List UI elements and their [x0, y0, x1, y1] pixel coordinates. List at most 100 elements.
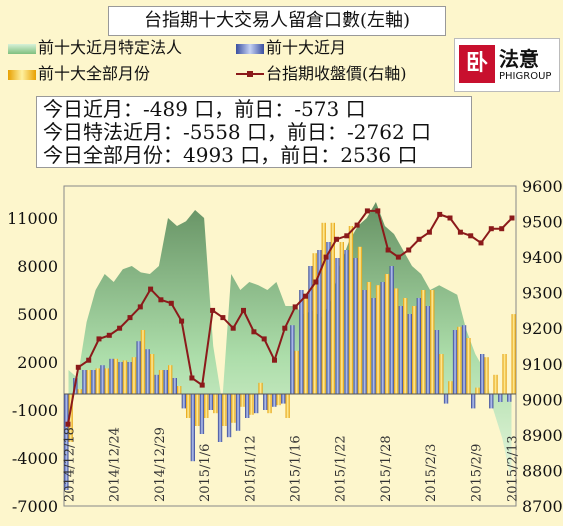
- bar-all: [430, 290, 435, 394]
- x-tick-label: 2015/2/13: [506, 435, 521, 502]
- bar-all: [231, 394, 236, 423]
- bar-near: [371, 298, 376, 394]
- index-point: [158, 297, 164, 303]
- phigroup-logo: 卧 法意 PHIGROUP: [454, 38, 560, 92]
- index-point: [117, 325, 123, 331]
- bar-all: [330, 222, 335, 394]
- index-point: [230, 325, 236, 331]
- index-point: [179, 318, 185, 324]
- bar-all: [77, 389, 82, 394]
- bar-all: [384, 274, 390, 394]
- y-right-tick-label: 8900: [522, 426, 563, 445]
- bar-all: [502, 354, 507, 394]
- bar-near: [434, 330, 440, 394]
- x-tick-label: 2015/1/16: [289, 435, 304, 502]
- bar-near: [245, 394, 250, 418]
- index-point: [127, 315, 133, 321]
- y-right-tick-label: 9500: [522, 213, 563, 232]
- y-left-tick-label: -4000: [12, 449, 58, 468]
- bar-near: [254, 394, 259, 414]
- index-point: [375, 208, 381, 214]
- legend-label-all: 前十大全部月份: [38, 64, 151, 83]
- logo-english: PHIGROUP: [499, 71, 552, 82]
- bar-all: [222, 394, 227, 426]
- bar-near: [308, 266, 313, 394]
- x-tick-label: 2014/12/24: [108, 427, 123, 502]
- bar-all: [195, 394, 200, 426]
- bar-near: [217, 394, 223, 442]
- bar-all: [303, 298, 308, 394]
- index-point: [426, 229, 432, 235]
- bar-near: [362, 290, 367, 394]
- bar-all: [403, 298, 408, 394]
- bar-all: [475, 387, 480, 394]
- index-point: [75, 364, 81, 370]
- y-right-tick-label: 9100: [522, 355, 563, 374]
- index-point: [313, 279, 319, 285]
- x-tick-label: 2014/12/29: [153, 427, 168, 502]
- legend-swatch-all: [8, 70, 36, 80]
- index-point: [96, 336, 102, 342]
- index-point: [106, 332, 112, 338]
- index-point: [478, 240, 484, 246]
- bar-all: [249, 394, 254, 415]
- bar-all: [168, 365, 173, 394]
- bar-all: [86, 370, 91, 394]
- index-point: [220, 315, 226, 321]
- x-tick-label: 2014/12/18: [63, 427, 78, 502]
- bar-near: [461, 325, 467, 394]
- legend-label-inst: 前十大近月特定法人: [38, 38, 183, 57]
- bar-near: [326, 242, 331, 394]
- bar-near: [344, 250, 349, 394]
- info-all-months: 今日全部月份：4993 口，前日：2536 口: [43, 143, 418, 167]
- bar-near: [281, 394, 286, 404]
- legend-swatch-inst: [8, 44, 36, 54]
- bar-all: [375, 285, 381, 394]
- index-point: [168, 300, 174, 306]
- bar-near: [398, 306, 403, 394]
- bar-all: [412, 306, 417, 394]
- index-point: [468, 233, 474, 239]
- bar-near: [208, 394, 214, 410]
- index-point: [148, 286, 154, 292]
- legend-swatch-near: [236, 44, 264, 54]
- bar-near: [317, 250, 322, 394]
- y-right-tick-label: 9400: [522, 248, 563, 267]
- index-point: [416, 236, 422, 242]
- bar-all: [511, 314, 516, 394]
- bar-all: [122, 360, 128, 394]
- bar-all: [204, 394, 209, 418]
- bar-near: [100, 365, 105, 394]
- index-point: [282, 325, 288, 331]
- y-left-tick-label: -1000: [12, 401, 58, 420]
- bar-near: [416, 298, 421, 394]
- index-line: [67, 209, 513, 425]
- bar-near: [299, 290, 304, 394]
- bar-near: [290, 325, 295, 394]
- bar-all: [267, 394, 272, 414]
- index-point: [137, 304, 143, 310]
- bar-near: [145, 349, 150, 394]
- y-left-tick-label: -7000: [12, 497, 58, 516]
- bar-all: [493, 374, 498, 394]
- y-left-tick-label: 11000: [7, 209, 58, 228]
- index-point: [488, 226, 494, 232]
- bar-near: [489, 394, 494, 409]
- bar-all: [177, 386, 182, 394]
- index-point: [354, 222, 360, 228]
- bar-near: [471, 394, 476, 409]
- index-point: [303, 293, 308, 299]
- bar-near: [380, 282, 385, 394]
- index-point: [251, 329, 257, 335]
- bar-near: [226, 394, 232, 438]
- bar-all: [95, 368, 100, 394]
- bar-all: [294, 350, 299, 394]
- bar-all: [348, 226, 354, 394]
- bar-near: [73, 378, 78, 394]
- bar-all: [439, 354, 444, 394]
- bar-all: [258, 382, 263, 394]
- bar-all: [448, 381, 453, 394]
- bar-near: [272, 394, 277, 407]
- logo-mark-icon: 卧: [459, 45, 495, 83]
- bar-all: [276, 394, 281, 406]
